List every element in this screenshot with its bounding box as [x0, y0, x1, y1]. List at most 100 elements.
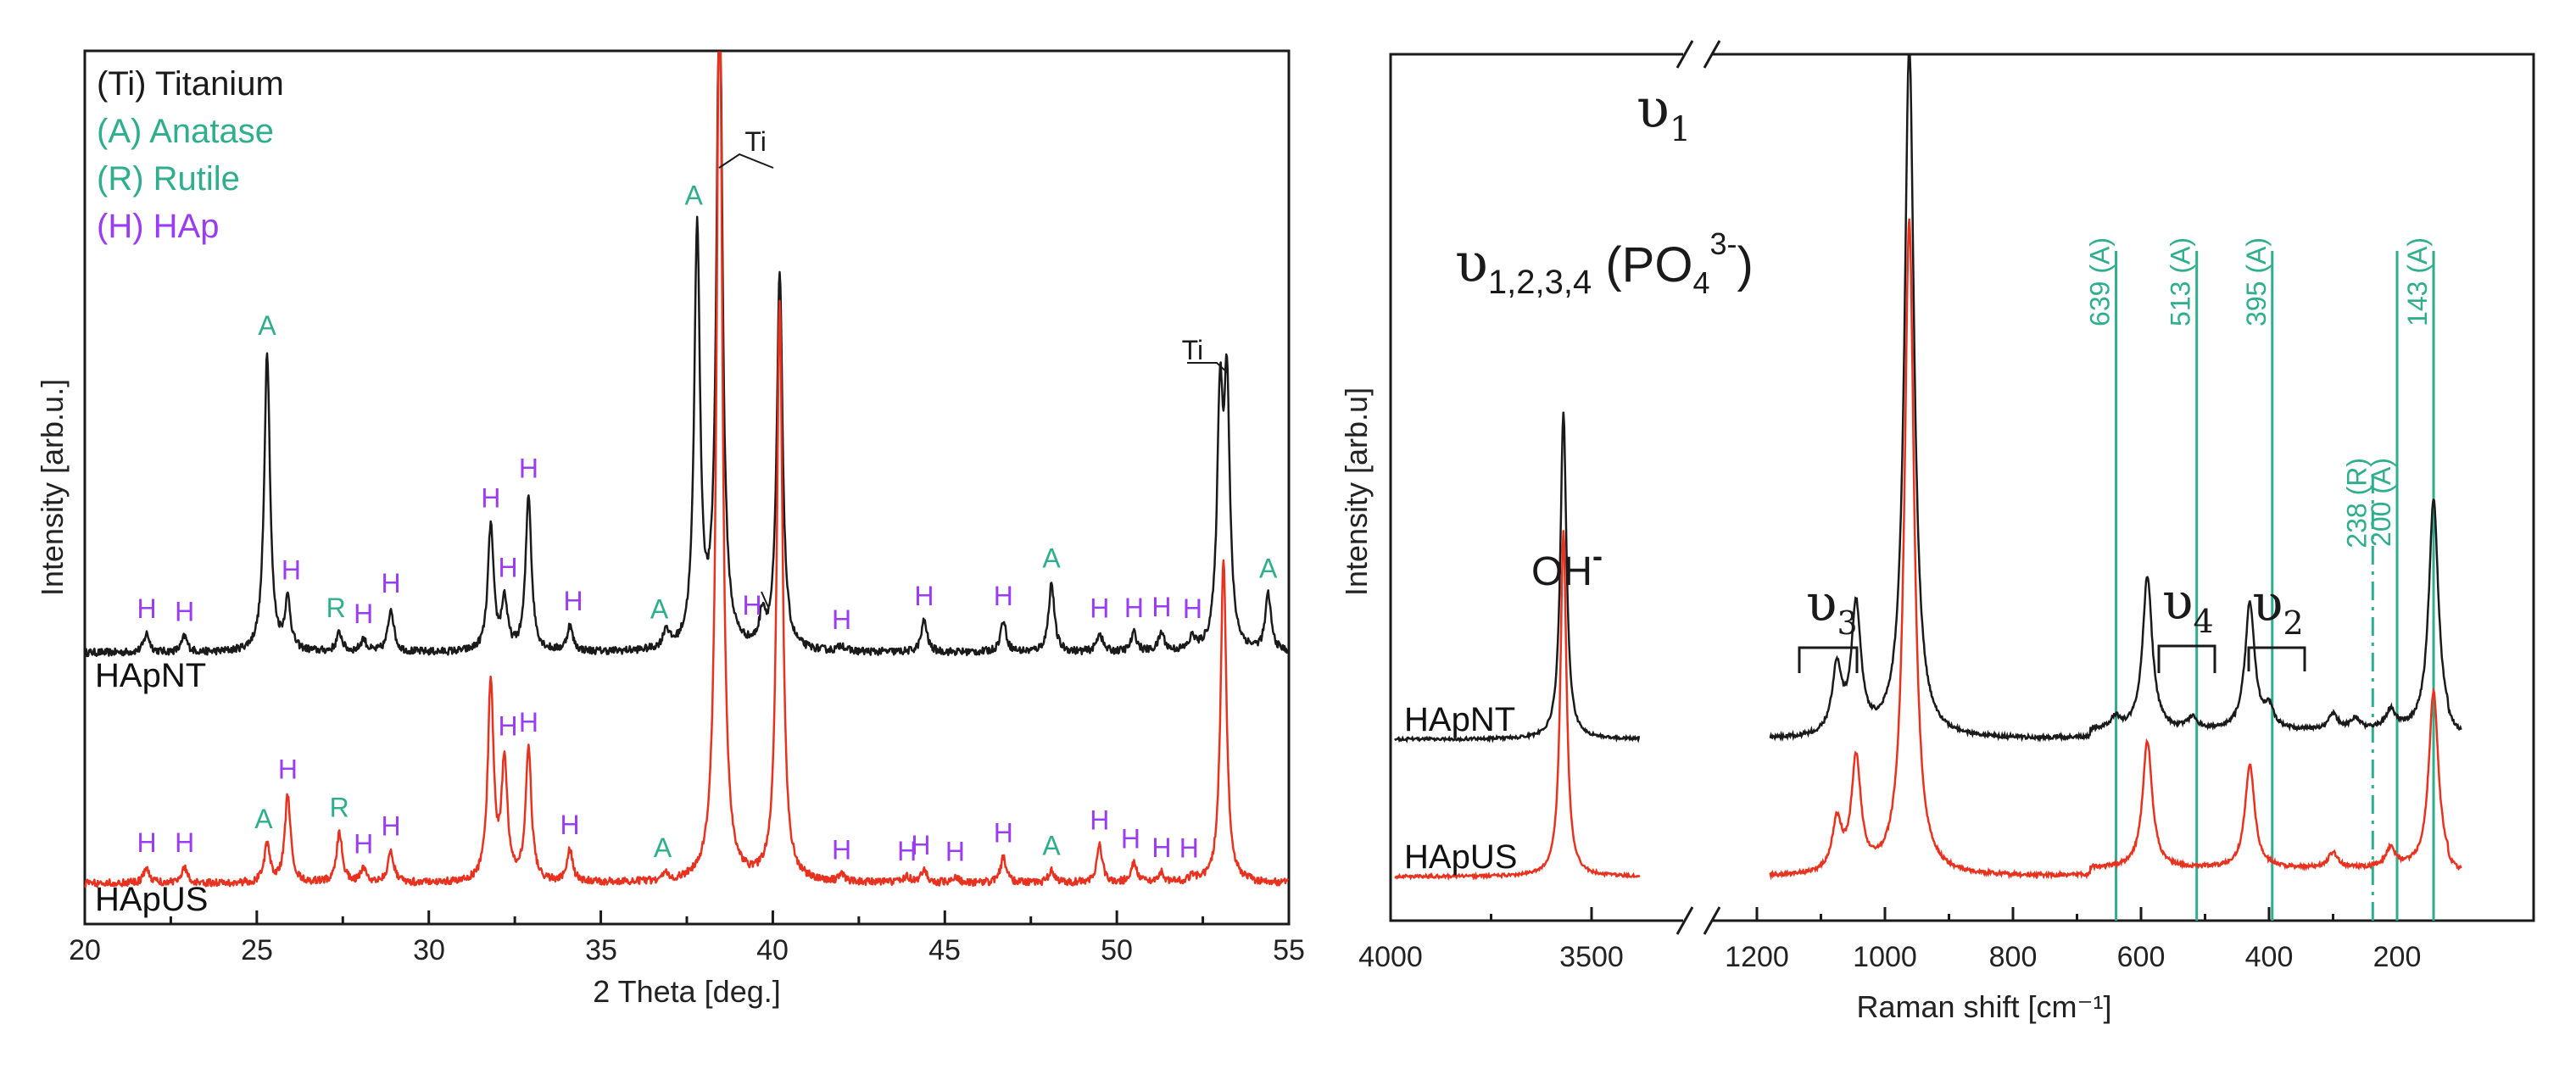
v2-bracket	[2247, 646, 2306, 671]
xrd-peak-label-a: A	[1042, 543, 1061, 574]
raman-series-low-hapnt	[1769, 54, 2462, 743]
xrd-series-group	[83, 51, 1290, 888]
xrd-peak-label-h: H	[354, 829, 373, 860]
xrd-tick-label: 45	[928, 934, 961, 966]
xrd-chart: 20 25 30 35 40 45 50 55 2 Theta [deg.] I…	[35, 49, 1305, 1009]
raman-x-ticks	[1389, 907, 2399, 921]
xrd-x-ticks	[83, 910, 1291, 924]
xrd-peak-label-r: R	[330, 792, 349, 822]
xrd-sample-label-hapus: HApUS	[95, 881, 208, 918]
oh-superscript: -	[1592, 538, 1603, 573]
reference-label-513: 513 (A)	[2166, 237, 2196, 326]
xrd-peak-label-h: H	[743, 590, 762, 621]
xrd-sample-label-hapnt: HApNT	[95, 657, 206, 694]
reference-label-238: 238 (R)	[2341, 458, 2372, 548]
title-po-subscript: 4	[1692, 265, 1709, 300]
xrd-peak-label-h: H	[137, 593, 156, 624]
xrd-peak-label-h: H	[832, 834, 851, 865]
reference-label-143: 143 (A)	[2402, 237, 2433, 326]
xrd-series-hapus	[84, 51, 1290, 888]
xrd-tick-label: 30	[413, 934, 445, 966]
xrd-ti-bracket-left	[718, 153, 774, 169]
xrd-peak-label-h: H	[914, 581, 934, 611]
xrd-tick-label: 50	[1101, 934, 1133, 966]
raman-tick-label: 3500	[1559, 941, 1624, 973]
raman-reference-lines: 639 (A) 513 (A) 395 (A) 238 (R)200 (A) 143 (…	[2085, 237, 2435, 921]
raman-series-high-hapnt	[1394, 411, 1641, 743]
xrd-peak-label-ti: Ti	[744, 126, 766, 157]
xrd-peak-label-h: H	[175, 827, 194, 858]
title-subscript: 1,2,3,4	[1488, 264, 1592, 301]
xrd-h-pointer	[761, 591, 769, 608]
xrd-peak-label-h: H	[1151, 832, 1171, 863]
v1-subscript: 1	[1670, 110, 1691, 149]
title-close: )	[1737, 237, 1754, 292]
title-upsilon: υ	[1455, 232, 1488, 295]
title-po: (PO	[1592, 237, 1692, 292]
xrd-peak-label-h: H	[945, 837, 965, 867]
xrd-peak-label-h: H	[832, 604, 851, 635]
raman-tick-label: 800	[1989, 941, 2038, 973]
raman-tick-label: 1000	[1853, 941, 1917, 973]
raman-tick-label: 1200	[1725, 941, 1789, 973]
oh-text: OH	[1531, 549, 1592, 594]
legend-item-titanium: (Ti) Titanium	[97, 65, 284, 103]
v3-subscript: 3	[1837, 604, 1857, 642]
xrd-peak-label-a: A	[1042, 830, 1061, 860]
raman-y-axis-title: Intensity [arb.u]	[1339, 387, 1374, 596]
raman-sample-label-hapus: HApUS	[1404, 838, 1517, 876]
raman-plot-frame	[1389, 53, 2535, 922]
xrd-tick-label: 40	[756, 934, 789, 966]
xrd-peak-label-h: H	[519, 454, 538, 484]
v4-label: υ4	[2162, 572, 2214, 640]
xrd-peak-label-h: H	[1090, 805, 1109, 836]
raman-x-tick-labels: 4000 3500 1200 1000 800 600 400 200	[1358, 941, 2421, 973]
xrd-x-axis-title: 2 Theta [deg.]	[593, 974, 781, 1009]
raman-x-axis-title: Raman shift [cm⁻¹]	[1856, 989, 2111, 1024]
xrd-peak-label-h: H	[481, 482, 500, 513]
xrd-tick-label: 35	[585, 934, 617, 966]
xrd-peak-label-h: H	[994, 818, 1013, 849]
xrd-peak-label-h: H	[278, 754, 298, 785]
xrd-peak-label-h: H	[564, 586, 583, 616]
xrd-tick-label: 20	[69, 934, 101, 966]
xrd-tick-label: 25	[241, 934, 273, 966]
xrd-peak-label-ti: Ti	[1182, 335, 1203, 365]
xrd-peak-label-a: A	[254, 804, 273, 834]
xrd-peak-label-h: H	[1090, 593, 1109, 623]
title-label: υ1,2,3,4 (PO43-)	[1455, 226, 1754, 301]
reference-label-395: 395 (A)	[2241, 237, 2272, 326]
title-po-superscript: 3-	[1710, 226, 1737, 261]
xrd-series-hapnt	[83, 51, 1290, 658]
xrd-peak-label-h: H	[519, 707, 538, 738]
xrd-peak-label-a: A	[684, 180, 703, 210]
raman-series-high-hapus	[1394, 530, 1641, 882]
v2-label: υ2	[2252, 574, 2304, 642]
xrd-y-axis-title: Intensity [arb.u.]	[35, 379, 70, 596]
xrd-legend: (Ti) Titanium (A) Anatase (R) Rutile (H)…	[97, 65, 284, 245]
raman-series-low-hapus	[1769, 218, 2462, 881]
xrd-tick-label: 55	[1273, 934, 1305, 966]
v3-upsilon: υ	[1806, 574, 1837, 633]
xrd-peak-label-h: H	[1179, 833, 1199, 864]
raman-axis-break-bottom	[1676, 906, 1721, 935]
raman-tick-label: 4000	[1358, 941, 1423, 973]
v2-upsilon: υ	[2252, 574, 2283, 633]
legend-item-rutile: (R) Rutile	[97, 160, 240, 198]
legend-item-hap: (H) HAp	[97, 208, 219, 245]
v4-subscript: 4	[2193, 603, 2213, 640]
xrd-peak-label-h: H	[1121, 824, 1140, 855]
xrd-peak-label-h: H	[911, 830, 930, 860]
raman-sample-label-hapnt: HApNT	[1404, 701, 1515, 738]
raman-tick-label: 600	[2117, 941, 2166, 973]
xrd-peak-label-a: A	[650, 594, 669, 625]
v2-subscript: 2	[2283, 604, 2303, 642]
raman-chart: 4000 3500 1200 1000 800 600 400 200 Rama…	[1339, 40, 2535, 1024]
xrd-peak-label-h: H	[354, 599, 373, 629]
xrd-x-tick-labels: 20 25 30 35 40 45 50 55	[69, 934, 1305, 966]
xrd-peak-label-h: H	[498, 711, 517, 742]
raman-series-group	[1394, 54, 2462, 882]
raman-tick-label: 200	[2373, 941, 2422, 973]
